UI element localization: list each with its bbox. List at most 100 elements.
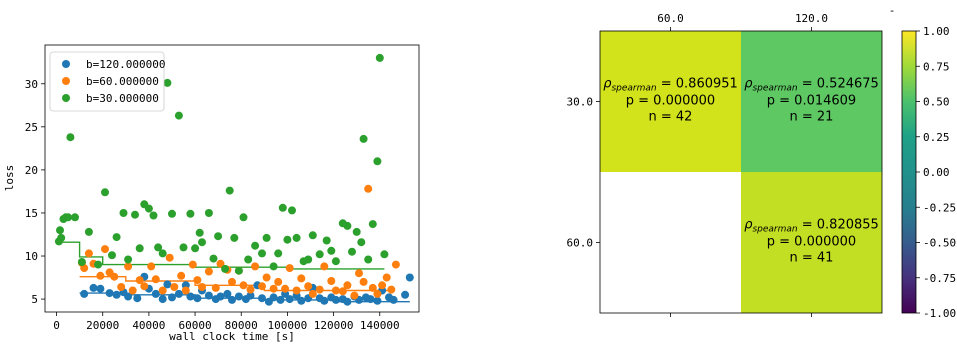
y-axis-label: loss bbox=[3, 165, 16, 192]
data-point-series-1 bbox=[158, 286, 167, 295]
data-point-series-1 bbox=[228, 277, 236, 286]
data-point-series-2 bbox=[174, 111, 183, 120]
data-point-series-2 bbox=[244, 255, 253, 264]
x-tick-label: 140000 bbox=[360, 319, 400, 332]
data-point-series-1 bbox=[327, 277, 336, 285]
data-point-series-1 bbox=[193, 276, 202, 285]
legend-marker-b30 bbox=[62, 94, 70, 102]
x-axis-label: wall clock time [s] bbox=[169, 330, 295, 343]
cell-p-label: p = 0.000000 bbox=[626, 94, 715, 109]
data-point-series-1 bbox=[216, 259, 225, 268]
cell-n-label: n = 42 bbox=[649, 110, 693, 125]
data-point-series-0 bbox=[320, 296, 329, 305]
data-point-series-1 bbox=[382, 273, 391, 282]
legend-box bbox=[49, 51, 165, 112]
data-point-series-2 bbox=[108, 251, 116, 260]
data-point-series-1 bbox=[135, 276, 144, 285]
data-point-series-1 bbox=[378, 281, 387, 290]
x-tick-label: 60000 bbox=[178, 319, 211, 332]
data-point-series-0 bbox=[258, 294, 266, 303]
data-point-series-2 bbox=[66, 133, 75, 142]
data-point-series-1 bbox=[338, 287, 347, 296]
data-point-series-2 bbox=[124, 255, 133, 264]
data-point-series-2 bbox=[352, 227, 361, 236]
data-point-series-0 bbox=[269, 293, 278, 302]
data-point-series-1 bbox=[147, 262, 156, 271]
data-point-series-0 bbox=[163, 280, 172, 289]
data-point-series-2 bbox=[292, 233, 301, 242]
scatter-chart: 0 20000 40000 60000 80000 100000 120000 140000 … bbox=[3, 44, 420, 343]
data-point-series-2 bbox=[230, 233, 239, 242]
x-tick-label: 40000 bbox=[132, 319, 165, 332]
data-point-series-1 bbox=[331, 286, 340, 295]
data-point-series-0 bbox=[285, 295, 294, 304]
data-point-series-1 bbox=[84, 249, 93, 258]
data-point-series-2 bbox=[57, 233, 66, 242]
data-point-series-1 bbox=[308, 289, 317, 298]
data-point-series-0 bbox=[96, 284, 105, 293]
heatmap-cell bbox=[741, 31, 882, 172]
data-point-series-2 bbox=[186, 209, 195, 218]
data-point-series-2 bbox=[380, 250, 389, 259]
colorbar-ticks: 1.00 0.75 0.50 0.25 0.00 -0.25 -0.50 -0.75 -1.00 bbox=[916, 25, 956, 320]
colorbar-tick-label: -1.00 bbox=[923, 307, 956, 320]
data-point-series-1 bbox=[387, 285, 396, 294]
data-point-series-0 bbox=[158, 295, 167, 304]
data-point-series-0 bbox=[204, 291, 213, 300]
x-tick-label: 80000 bbox=[225, 319, 258, 332]
column-label: 120.0 bbox=[795, 12, 828, 25]
y-tick-label: 30 bbox=[25, 78, 38, 91]
data-point-series-0 bbox=[343, 297, 352, 306]
cell-rho-label: ρspearman = 0.820855 bbox=[744, 218, 879, 235]
data-point-series-2 bbox=[239, 213, 248, 222]
data-point-series-0 bbox=[228, 295, 236, 304]
data-point-series-2 bbox=[288, 206, 296, 215]
data-point-series-1 bbox=[391, 260, 400, 269]
data-point-series-2 bbox=[308, 231, 317, 240]
data-point-series-2 bbox=[348, 247, 356, 256]
data-point-series-1 bbox=[350, 291, 359, 300]
data-point-series-1 bbox=[315, 285, 324, 294]
data-point-series-1 bbox=[281, 284, 290, 293]
data-point-series-2 bbox=[144, 204, 153, 213]
data-point-series-2 bbox=[149, 211, 158, 220]
data-point-series-1 bbox=[128, 286, 137, 295]
data-point-series-1 bbox=[343, 281, 352, 290]
data-point-series-2 bbox=[56, 226, 64, 235]
heatmap-corner-mark: - bbox=[889, 4, 896, 17]
colorbar-tick-label: -0.25 bbox=[923, 201, 956, 214]
y-tick-label: 20 bbox=[25, 164, 38, 177]
data-point-series-0 bbox=[105, 289, 114, 298]
y-tick-label: 10 bbox=[25, 250, 38, 263]
data-point-series-2 bbox=[283, 235, 292, 244]
data-point-series-2 bbox=[179, 243, 188, 252]
data-point-series-2 bbox=[274, 249, 283, 258]
data-point-series-0 bbox=[112, 290, 121, 299]
data-point-series-0 bbox=[124, 292, 133, 301]
data-point-series-1 bbox=[124, 262, 133, 271]
data-point-series-0 bbox=[168, 293, 176, 302]
data-point-series-2 bbox=[198, 238, 206, 247]
x-tick-label: 20000 bbox=[86, 319, 119, 332]
data-point-series-0 bbox=[174, 289, 183, 298]
heatmap-cell bbox=[600, 172, 741, 313]
data-point-series-1 bbox=[364, 184, 373, 193]
data-point-series-0 bbox=[401, 290, 410, 299]
x-axis-ticks: 0 20000 40000 60000 80000 100000 120000 140000 bbox=[53, 312, 400, 332]
data-point-series-2 bbox=[364, 255, 373, 264]
x-tick-label: 100000 bbox=[268, 319, 308, 332]
data-point-series-2 bbox=[209, 254, 218, 263]
data-point-series-1 bbox=[373, 289, 382, 298]
data-point-series-0 bbox=[389, 295, 398, 304]
data-point-series-1 bbox=[297, 274, 306, 283]
data-point-series-0 bbox=[80, 289, 89, 298]
data-point-series-2 bbox=[64, 213, 73, 222]
legend-label-b120: b=120.000000 bbox=[86, 58, 165, 71]
data-point-series-2 bbox=[304, 255, 313, 264]
y-tick-label: 25 bbox=[25, 121, 38, 134]
data-point-series-0 bbox=[186, 292, 195, 301]
legend-label-b60: b=60.000000 bbox=[86, 75, 159, 88]
cell-n-label: n = 21 bbox=[790, 110, 834, 125]
